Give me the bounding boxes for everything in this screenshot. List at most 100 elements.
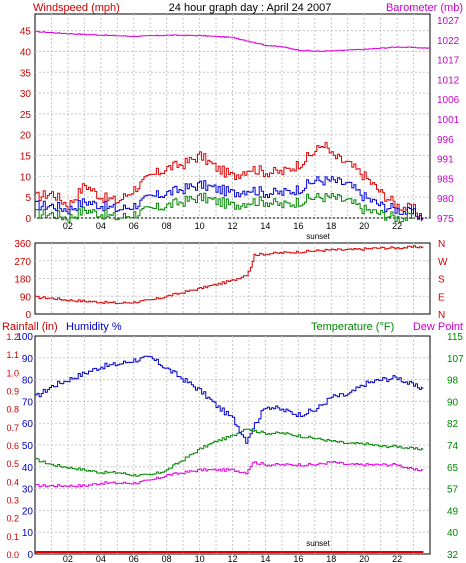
humidity-y-tick: 70: [22, 397, 34, 408]
rainfall-y-tick: 0.6: [6, 441, 19, 451]
temperature-x-tick: 12: [227, 554, 237, 563]
barometer-y-tick: 1012: [437, 75, 460, 86]
humidity-y-tick: 20: [22, 506, 34, 517]
temperature-y-tick: 90: [447, 397, 459, 408]
wind-x-tick: 10: [195, 221, 205, 231]
humidity-y-tick: 40: [22, 463, 34, 474]
series-barometer-mb: [35, 30, 431, 52]
wind-y-tick: 30: [20, 89, 32, 100]
series-wind-direction: [35, 245, 424, 305]
temperature-x-tick: 20: [359, 554, 369, 563]
wind-y-tick: 25: [20, 110, 32, 121]
wind-y-tick: 35: [20, 68, 32, 79]
direction-compass-tick: S: [438, 275, 445, 286]
temperature-x-tick: 16: [293, 554, 303, 563]
barometer-y-tick: 980: [437, 194, 454, 205]
wind-x-tick: 04: [96, 221, 106, 231]
temperature-x-tick: 22: [392, 554, 402, 563]
temperature-x-tick: 10: [195, 554, 205, 563]
series-windspeed-gust: [35, 142, 424, 221]
temperature-y-tick: 32: [447, 550, 459, 561]
humidity-y-tick: 80: [22, 376, 34, 387]
humidity-y-tick: 60: [22, 419, 34, 430]
temperature-y-tick: 115: [447, 332, 463, 343]
direction-compass-tick: W: [438, 257, 448, 268]
wind-x-tick: 18: [326, 221, 336, 231]
humidity-axis-label: Humidity %: [66, 321, 122, 333]
rainfall-axis-label: Rainfall (in): [2, 321, 58, 333]
series-temperature-f: [35, 428, 424, 477]
rainfall-y-tick: 0.4: [6, 477, 19, 487]
windspeed-axis-label: Windspeed (mph): [33, 2, 120, 14]
wind-x-tick: 12: [227, 221, 237, 231]
temperature-x-tick: 04: [96, 554, 106, 563]
barometer-y-tick: 1027: [437, 16, 460, 27]
barometer-axis-label: Barometer (mb): [386, 2, 463, 14]
barometer-y-tick: 1001: [437, 115, 460, 126]
rainfall-y-tick: 0.8: [6, 405, 19, 415]
rainfall-y-tick: 1.1: [6, 350, 19, 360]
rainfall-y-tick: 0.3: [6, 496, 19, 506]
direction-y-tick: 360: [14, 239, 31, 250]
series-dew-point: [35, 461, 424, 488]
temperature-y-tick: 57: [447, 485, 459, 496]
wind-x-tick: 16: [293, 221, 303, 231]
wind-x-tick: 08: [162, 221, 172, 231]
temperature-x-tick: 06: [129, 554, 139, 563]
wind-y-tick: 20: [20, 131, 32, 142]
series-windspeed-avg: [35, 176, 424, 222]
rainfall-y-tick: 0.9: [6, 387, 19, 397]
humidity-y-tick: 10: [22, 528, 34, 539]
humidity-y-tick: 90: [22, 354, 34, 365]
temperature-x-tick: 08: [162, 554, 172, 563]
barometer-y-tick: 991: [437, 155, 454, 166]
wind-y-tick: 0: [25, 214, 31, 225]
temperature-x-tick: 18: [326, 554, 336, 563]
barometer-y-tick: 1022: [437, 36, 460, 47]
wind-y-tick: 45: [20, 27, 32, 38]
direction-y-tick: 90: [20, 292, 32, 303]
wind-x-tick: 14: [260, 221, 270, 231]
direction-compass-tick: N: [438, 239, 445, 250]
temperature-y-tick: 98: [447, 376, 459, 387]
series-windspeed-min: [35, 192, 414, 223]
wind-y-tick: 5: [25, 193, 31, 204]
series-humidity: [35, 355, 424, 444]
rainfall-y-tick: 0.1: [6, 532, 19, 542]
dewpoint-axis-label: Dew Point: [413, 321, 463, 333]
temperature-x-tick: 02: [63, 554, 73, 563]
humidity-y-tick: 0: [27, 550, 33, 561]
humidity-y-tick: 100: [16, 332, 33, 343]
direction-compass-tick: N: [438, 310, 445, 321]
wind-y-tick: 10: [20, 172, 32, 183]
temperature-x-sunset-label: sunset: [306, 539, 330, 548]
barometer-y-tick: 975: [437, 214, 454, 225]
chart-title: 24 hour graph day : April 24 2007: [169, 2, 332, 14]
rainfall-y-tick: 0.5: [6, 459, 19, 469]
direction-y-tick: 180: [14, 275, 31, 286]
wind-x-tick: 06: [129, 221, 139, 231]
barometer-y-tick: 985: [437, 174, 454, 185]
rainfall-y-tick: 0.0: [6, 550, 19, 560]
temperature-y-tick: 49: [447, 506, 459, 517]
barometer-y-tick: 1017: [437, 56, 460, 67]
humidity-y-tick: 30: [22, 485, 34, 496]
wind-x-sunset-label: sunset: [306, 232, 330, 241]
wind-x-tick: 22: [392, 221, 402, 231]
rainfall-y-tick: 0.7: [6, 423, 19, 433]
direction-y-tick: 270: [14, 257, 31, 268]
rainfall-y-tick: 1.0: [6, 368, 19, 378]
temperature-y-tick: 74: [447, 441, 459, 452]
temperature-axis-label: Temperature (°F): [311, 321, 394, 333]
direction-compass-tick: E: [438, 292, 445, 303]
barometer-y-tick: 996: [437, 135, 454, 146]
temperature-y-tick: 65: [447, 463, 459, 474]
wind-y-tick: 15: [20, 152, 32, 163]
temperature-x-tick: 14: [260, 554, 270, 563]
temperature-y-tick: 82: [447, 419, 459, 430]
barometer-y-tick: 1006: [437, 95, 460, 106]
humidity-y-tick: 50: [22, 441, 34, 452]
direction-y-tick: 0: [25, 310, 31, 321]
